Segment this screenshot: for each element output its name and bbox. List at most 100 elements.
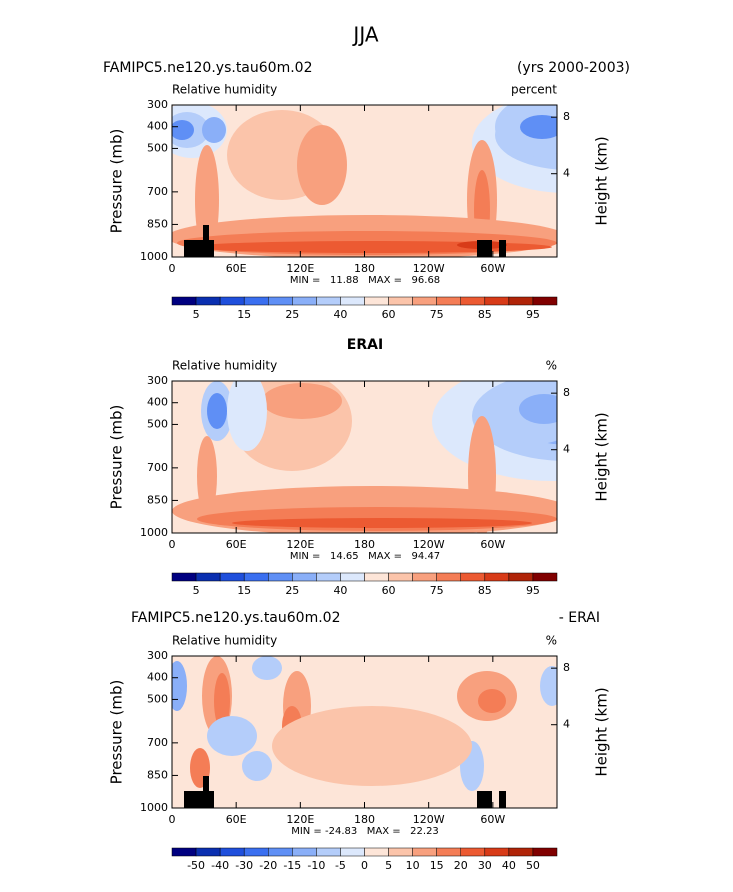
- y2-axis-label: Height (km): [593, 136, 611, 225]
- colorbar-swatch: [171, 296, 197, 306]
- colorbar-swatch: [292, 296, 317, 306]
- colorbar-label: 75: [430, 584, 444, 597]
- colorbar-swatch: [316, 296, 341, 306]
- contour-region: [519, 394, 557, 424]
- field: [172, 381, 557, 533]
- contour-region: [242, 751, 272, 781]
- x-tick-label: 120W: [413, 813, 445, 826]
- panel-title: FAMIPC5.ne120.ys.tau60m.02: [131, 610, 340, 626]
- subtitle: Relative humidity: [172, 359, 277, 373]
- y2-tick-label: 4: [563, 167, 570, 180]
- x-tick-label: 120E: [286, 813, 314, 826]
- y-axis-label: Pressure (mb): [108, 129, 126, 234]
- y2-axis-label: Height (km): [593, 412, 611, 501]
- y2-tick-label: 8: [563, 661, 570, 674]
- y-tick-label: 400: [147, 120, 168, 133]
- colorbar-swatch: [364, 572, 389, 582]
- colorbar-label: 5: [385, 859, 392, 872]
- colorbar-label: 40: [333, 308, 347, 321]
- colorbar-label: 85: [478, 584, 492, 597]
- colorbar-label: 30: [478, 859, 492, 872]
- colorbar-label: -15: [283, 859, 301, 872]
- y-tick-label: 300: [147, 98, 168, 111]
- y2-tick-label: 4: [563, 443, 570, 456]
- colorbar-label: 60: [382, 308, 396, 321]
- contour-region: [207, 716, 257, 756]
- panel-title-right: - ERAI: [559, 610, 600, 626]
- colorbar-swatch: [268, 572, 293, 582]
- colorbar-swatch: [195, 296, 221, 306]
- colorbar-swatch: [171, 847, 197, 857]
- colorbar-label: -30: [235, 859, 253, 872]
- colorbar-swatch: [412, 296, 437, 306]
- colorbar-swatch: [436, 296, 461, 306]
- colorbar-label: 95: [526, 584, 540, 597]
- colorbar-swatch: [219, 572, 245, 582]
- figure-title: JJA: [351, 23, 378, 47]
- panel-title: FAMIPC5.ne120.ys.tau60m.02: [103, 60, 312, 76]
- colorbar-label: 15: [237, 308, 251, 321]
- x-tick-label: 120E: [286, 538, 314, 551]
- colorbar-swatch: [292, 572, 317, 582]
- x-tick-label: 120W: [413, 262, 445, 275]
- colorbar-swatch: [340, 296, 365, 306]
- field: [172, 105, 557, 257]
- colorbar-swatch: [532, 572, 558, 582]
- colorbar-swatch: [195, 847, 221, 857]
- colorbar-swatch: [364, 296, 389, 306]
- colorbar-swatch: [508, 847, 534, 857]
- y-tick-label: 700: [147, 736, 168, 749]
- x-tick-label: 60W: [480, 262, 505, 275]
- topography: [203, 225, 209, 240]
- colorbar-swatch: [340, 847, 365, 857]
- y-tick-label: 700: [147, 461, 168, 474]
- topography: [499, 240, 506, 257]
- min-max: MIN = -24.83 MAX = 22.23: [291, 826, 439, 837]
- topography: [184, 240, 214, 257]
- colorbar-swatch: [219, 847, 245, 857]
- colorbar-label: -20: [259, 859, 277, 872]
- contour-region: [232, 518, 532, 528]
- x-tick-label: 0: [169, 538, 176, 551]
- colorbar-swatch: [508, 572, 534, 582]
- colorbar-swatch: [292, 847, 317, 857]
- contour-region: [227, 381, 267, 451]
- colorbar-swatch: [412, 572, 437, 582]
- colorbar-label: -50: [187, 859, 205, 872]
- colorbar-swatch: [484, 296, 510, 306]
- y-tick-label: 400: [147, 396, 168, 409]
- colorbar-label: 10: [406, 859, 420, 872]
- y-tick-label: 700: [147, 185, 168, 198]
- x-tick-label: 60W: [480, 813, 505, 826]
- contour-region: [252, 656, 282, 680]
- colorbar-swatch: [532, 296, 558, 306]
- x-tick-label: 60W: [480, 538, 505, 551]
- colorbar-swatch: [316, 572, 341, 582]
- colorbar-label: 15: [430, 859, 444, 872]
- y-axis-label: Pressure (mb): [108, 405, 126, 510]
- colorbar-swatch: [268, 847, 293, 857]
- colorbar-label: -10: [307, 859, 325, 872]
- colorbar-label: 85: [478, 308, 492, 321]
- colorbar-swatch: [316, 847, 341, 857]
- x-tick-label: 0: [169, 813, 176, 826]
- y2-axis-label: Height (km): [593, 687, 611, 776]
- colorbar-swatch: [388, 296, 413, 306]
- colorbar-swatch: [388, 572, 413, 582]
- colorbar-label: 50: [526, 859, 540, 872]
- y-tick-label: 1000: [140, 801, 168, 814]
- colorbar-label: -40: [211, 859, 229, 872]
- colorbar-label: 95: [526, 308, 540, 321]
- colorbar-swatch: [484, 847, 510, 857]
- colorbar-label: 5: [193, 308, 200, 321]
- contour-region: [207, 393, 227, 429]
- contour-region: [214, 673, 230, 729]
- colorbar-label: 20: [454, 859, 468, 872]
- panel-title-right: (yrs 2000-2003): [517, 60, 630, 76]
- panel: FAMIPC5.ne120.ys.tau60m.02 - ERAI Relative…: [108, 610, 611, 872]
- colorbar-label: 40: [333, 584, 347, 597]
- colorbar-swatch: [484, 572, 510, 582]
- colorbar-swatch: [171, 572, 197, 582]
